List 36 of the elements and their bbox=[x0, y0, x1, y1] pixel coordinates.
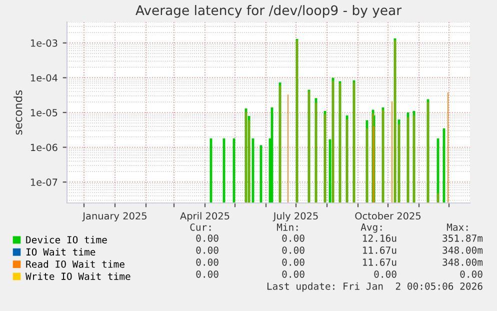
text: 0.00 bbox=[282, 246, 304, 254]
text: 348.00m bbox=[442, 246, 483, 254]
text: 0.00 bbox=[282, 270, 304, 278]
text: 0.00 bbox=[196, 270, 218, 278]
x-tick-label: October 2025 bbox=[355, 212, 421, 220]
text: Cur: bbox=[190, 223, 211, 231]
text: 11.67u bbox=[363, 246, 396, 254]
text: 11.67u bbox=[363, 258, 396, 266]
y-tick-label: 1e-07 bbox=[30, 178, 58, 186]
x-tick-label: July 2025 bbox=[272, 212, 318, 222]
text: 0.00 bbox=[196, 246, 218, 254]
text: 12.16u bbox=[363, 234, 396, 242]
y-tick-label: 1e-06 bbox=[30, 144, 58, 152]
text: 0.00 bbox=[282, 258, 304, 266]
chart-title: Average latency for /dev/loop9 - by year bbox=[136, 5, 402, 18]
text: 348.00m bbox=[442, 258, 483, 266]
y-tick-label: 1e-04 bbox=[30, 74, 58, 82]
legend-label: Read IO Wait time bbox=[26, 260, 124, 268]
text: Max: bbox=[446, 224, 468, 231]
x-tick-label: April 2025 bbox=[180, 212, 230, 222]
x-tick-label: January 2025 bbox=[82, 212, 146, 222]
text: Avg: bbox=[360, 224, 382, 233]
text: 0.00 bbox=[460, 270, 482, 278]
legend-label: IO Wait time bbox=[26, 248, 96, 256]
text: 351.87m bbox=[442, 234, 483, 242]
text: Last update: Fri Jan 2 00:05:06 2026 bbox=[267, 282, 482, 292]
legend-label: Write IO Wait time bbox=[26, 272, 130, 280]
text: 0.00 bbox=[282, 234, 304, 242]
text: 0.00 bbox=[196, 258, 218, 266]
y-axis-title: seconds bbox=[14, 90, 22, 135]
y-tick-label: 1e-03 bbox=[30, 39, 58, 47]
legend-label: Device IO time bbox=[26, 236, 107, 244]
text: 0.00 bbox=[374, 270, 396, 278]
text: Min: bbox=[276, 223, 298, 231]
y-tick-label: 1e-05 bbox=[30, 108, 58, 116]
text: 0.00 bbox=[196, 234, 218, 242]
